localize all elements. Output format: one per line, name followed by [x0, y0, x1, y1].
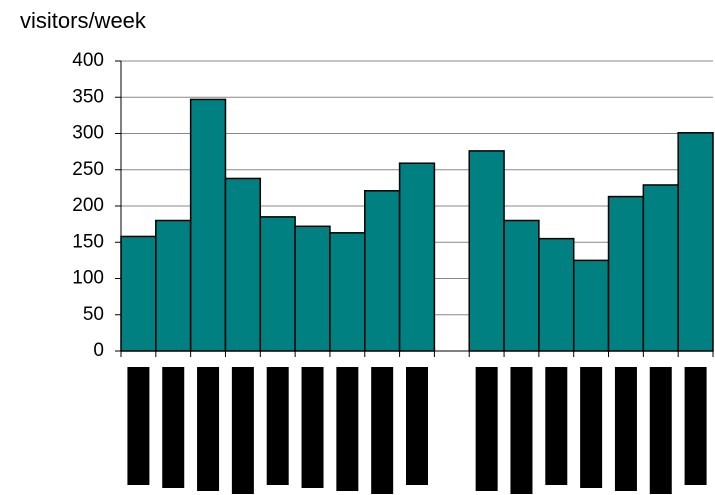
bar [120, 235, 157, 352]
y-tick-label: 150 [72, 231, 104, 252]
y-tick-label: 300 [72, 123, 104, 144]
redacted-label [649, 367, 672, 494]
bar [189, 98, 227, 352]
redacted-label [580, 367, 603, 488]
redacted-label [162, 367, 185, 488]
bar [607, 195, 645, 352]
redacted-label [545, 367, 568, 485]
redacted-label [197, 367, 220, 491]
redacted-label [127, 367, 150, 485]
bar [503, 219, 540, 352]
y-tick-label: 400 [72, 50, 104, 71]
redacted-label [336, 367, 359, 491]
bar [259, 216, 296, 352]
y-tick-label: 250 [72, 159, 104, 180]
y-tick-label: 0 [93, 340, 104, 361]
y-tick-label: 100 [72, 268, 104, 289]
redacted-label [510, 367, 533, 494]
bar [468, 150, 505, 352]
bar [329, 232, 366, 352]
bar [155, 219, 192, 352]
y-tick-label: 200 [72, 195, 104, 216]
bar [364, 190, 401, 352]
bar [677, 132, 714, 352]
bar [538, 237, 575, 352]
redacted-label [614, 367, 637, 491]
redacted-label [475, 367, 498, 491]
redacted-label [406, 367, 428, 485]
bar [398, 162, 436, 352]
y-tick-label: 50 [83, 304, 104, 325]
bar [642, 184, 679, 352]
y-axis-label: visitors/week [20, 8, 147, 33]
redacted-label [266, 367, 289, 485]
redacted-label [371, 367, 394, 494]
bar [224, 177, 262, 352]
redacted-label [684, 367, 707, 485]
bar [294, 225, 331, 352]
y-tick-label: 350 [72, 86, 104, 107]
redacted-label [231, 367, 254, 494]
bar [572, 259, 610, 352]
redacted-label [301, 367, 324, 488]
